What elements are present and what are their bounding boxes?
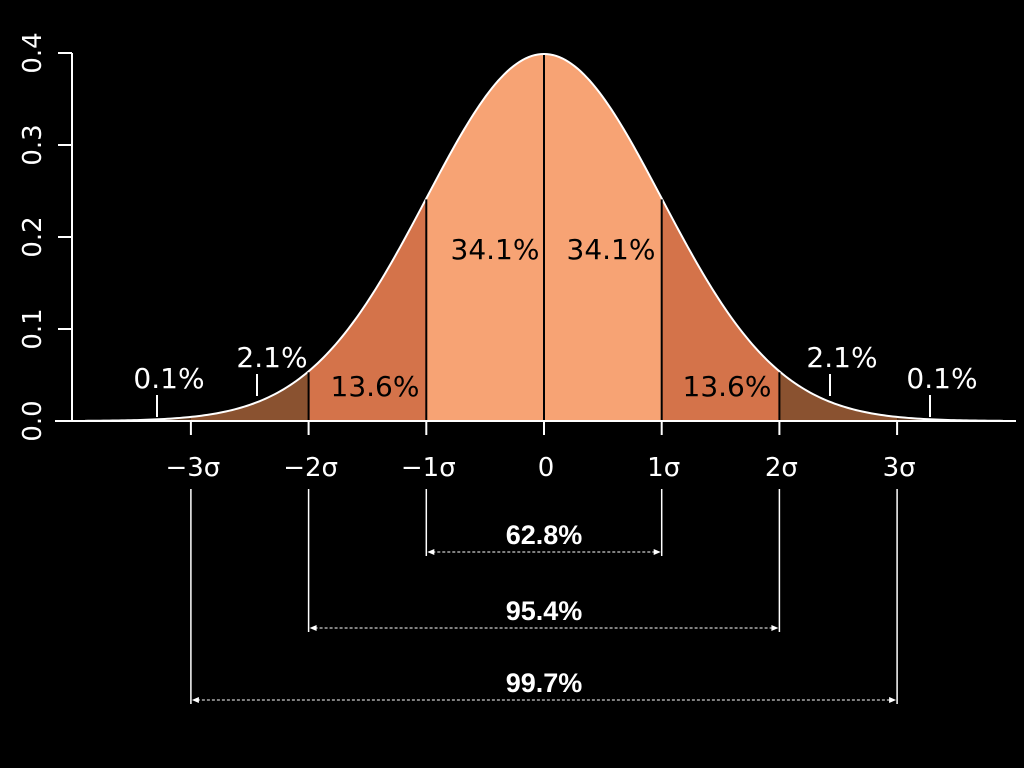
density-band [897, 416, 1004, 421]
x-tick-label: 1σ [647, 453, 680, 483]
density-band [190, 371, 309, 421]
y-tick-label: 0.2 [18, 216, 48, 257]
band-labels: 13.6% 34.1% 34.1% 13.6% 2.1% 2.1% 0.1% 0.1% [133, 233, 978, 417]
range-arrowhead-right [653, 549, 661, 555]
sigma-dividers [307, 54, 781, 421]
x-tick-label: −2σ [283, 453, 338, 483]
range-percent-label: 95.4% [506, 596, 583, 626]
y-tick-label: 0.0 [18, 400, 48, 441]
x-tick-label: 3σ [883, 453, 916, 483]
range-arrowhead-right [889, 697, 897, 703]
range-brackets: 62.8% 95.4% 99.7% [190, 489, 898, 704]
range-percent-label: 99.7% [506, 668, 583, 698]
x-tick-label: −1σ [401, 453, 456, 483]
band-percent-label: 2.1% [806, 341, 877, 374]
band-percent-label: 0.1% [133, 362, 204, 395]
y-tick-label: 0.4 [18, 32, 48, 73]
band-percent-label: 13.6% [683, 370, 772, 403]
x-tick-label: −3σ [165, 453, 220, 483]
range-arrowhead-left [427, 549, 435, 555]
density-band [84, 416, 191, 421]
band-percent-label: 34.1% [451, 233, 540, 266]
y-tick-label: 0.3 [18, 124, 48, 165]
y-tick-label: 0.1 [18, 308, 48, 349]
x-tick-label: 0 [538, 453, 555, 483]
band-percent-label: 34.1% [567, 233, 656, 266]
range-arrowhead-left [309, 625, 317, 631]
density-curve-group [84, 52, 1004, 422]
density-band [779, 371, 898, 421]
x-tick-label: 2σ [765, 453, 798, 483]
density-curve [84, 52, 1004, 422]
band-percent-label: 13.6% [331, 370, 420, 403]
range-arrowhead-left [191, 697, 199, 703]
range-arrowhead-right [771, 625, 779, 631]
axes: 0.0 0.1 0.2 0.3 0.4 −3σ −2σ −1σ 0 1σ 2σ 3σ [18, 32, 1016, 483]
range-percent-label: 62.8% [506, 520, 583, 550]
band-percent-label: 2.1% [236, 341, 307, 374]
band-percent-label: 0.1% [906, 362, 977, 395]
